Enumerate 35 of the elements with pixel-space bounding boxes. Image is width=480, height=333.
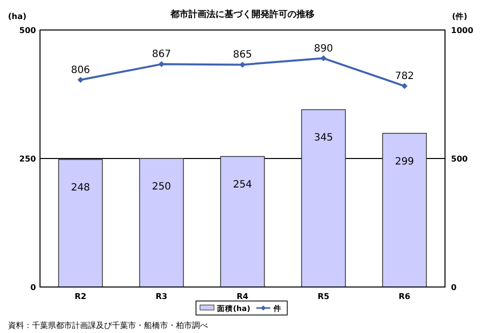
bar xyxy=(220,156,265,288)
y-axis-title: (ha) xyxy=(8,12,26,21)
data-label: 890 xyxy=(314,43,334,54)
data-label: 299 xyxy=(394,156,414,168)
y2-tick-label: 500 xyxy=(451,154,468,164)
y-tick-label: 0 xyxy=(30,283,36,292)
data-label: 782 xyxy=(394,71,414,82)
data-label: 345 xyxy=(314,132,334,144)
point xyxy=(240,62,246,68)
point xyxy=(158,61,164,68)
y2-tick-label: 0 xyxy=(451,283,457,292)
y-tick-label: 250 xyxy=(19,154,36,164)
data-label: 254 xyxy=(232,179,252,190)
data-label: 250 xyxy=(152,182,172,192)
point xyxy=(402,83,408,90)
data-label: 248 xyxy=(70,182,90,194)
x-tick-label: R2 xyxy=(74,292,86,301)
text: 資料：千葉県都市計画課及び千葉市・船橋市・柏市調べ xyxy=(8,321,208,330)
data-label: 867 xyxy=(152,49,172,60)
y2-axis-title: (件) xyxy=(452,12,468,21)
point xyxy=(78,76,84,83)
x-tick-label: R3 xyxy=(156,292,168,301)
bar xyxy=(301,109,346,288)
bar xyxy=(58,159,103,288)
data-label: 806 xyxy=(70,64,90,76)
data-label: 865 xyxy=(232,50,252,61)
x-tick-label: R5 xyxy=(318,292,330,301)
y-tick-label: 500 xyxy=(19,26,36,35)
point xyxy=(320,55,326,62)
bar xyxy=(139,158,184,288)
x-tick-label: R6 xyxy=(398,292,411,301)
bar xyxy=(382,132,427,288)
x-tick-label: R4 xyxy=(236,292,249,301)
y2-tick-label: 1000 xyxy=(451,26,474,35)
chart-title: 都市計画法に基づく開発許可の推移 xyxy=(170,9,314,20)
